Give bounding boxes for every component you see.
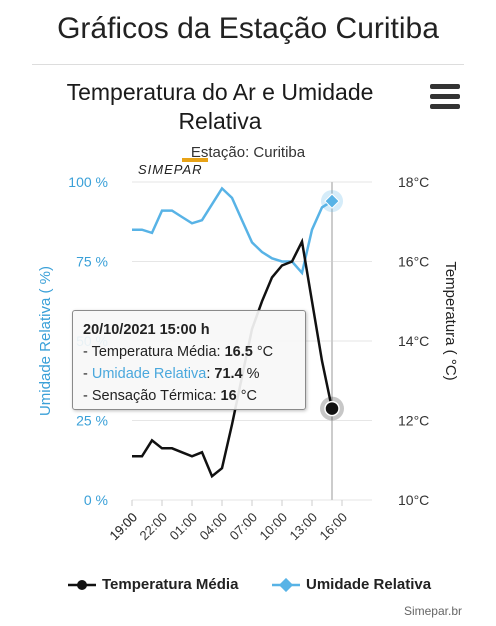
chart-subtitle: Estação: Curitiba <box>190 144 306 161</box>
x-tick-label: 22:00 <box>137 510 171 544</box>
x-tick-label: 16:00 <box>317 510 351 544</box>
y-axis-right-label: Temperatura ( °C) <box>442 261 459 380</box>
tooltip-temp-label: - Temperatura Média: <box>83 344 225 360</box>
svg-text:SIMEPAR: SIMEPAR <box>138 162 203 176</box>
x-tick-label: 04:00 <box>197 510 231 544</box>
legend-item-temperature[interactable]: Temperatura Média <box>68 576 238 593</box>
tooltip-hum-unit: % <box>242 366 260 382</box>
humidity-series-line[interactable] <box>132 186 333 276</box>
tooltip-temp-unit: °C <box>252 344 274 360</box>
y-left-tick-label: 75 % <box>76 254 108 270</box>
legend-temperature-label: Temperatura Média <box>102 576 239 593</box>
temperature-point[interactable] <box>324 400 340 417</box>
legend-item-humidity[interactable]: Umidade Relativa <box>272 576 431 593</box>
x-tick-label: 13:00 <box>287 510 321 544</box>
x-tick-label: 01:00 <box>167 510 201 544</box>
tooltip-feel: - Sensação Térmica: 16 °C <box>83 385 295 407</box>
legend-temperature-marker-icon <box>68 579 96 590</box>
y-left-tick-label: 25 % <box>76 413 108 429</box>
header-divider <box>32 64 464 65</box>
x-tick-label: 19:00 <box>107 510 141 544</box>
simepar-logo: SIMEPAR <box>138 158 208 176</box>
tooltip-feel-value: 16 <box>220 388 237 404</box>
chart-title: Temperatura do Ar e Umidade Relativa <box>66 79 374 134</box>
tooltip-humidity: - Umidade Relativa: 71.4 % <box>83 363 295 385</box>
chart-legend: Temperatura Média Umidade Relativa <box>60 576 440 598</box>
tooltip-feel-label: - Sensação Térmica: <box>83 388 221 404</box>
temperature-series-line[interactable] <box>132 237 334 479</box>
tooltip-temperature: - Temperatura Média: 16.5 °C <box>83 341 295 363</box>
y-right-tick-label: 18°C <box>398 174 429 190</box>
tooltip-temp-value: 16.5 <box>224 344 253 360</box>
tooltip-feel-unit: °C <box>236 388 257 404</box>
legend-humidity-marker-icon <box>272 577 300 592</box>
x-tick-label: 07:00 <box>227 510 261 544</box>
y-left-tick-label: 0 % <box>84 492 108 508</box>
page-title: Gráficos da Estação Curitiba <box>57 12 439 45</box>
credit-link[interactable]: Simepar.br <box>403 604 462 618</box>
y-right-tick-label: 14°C <box>398 333 429 349</box>
tooltip-hum-prefix: - <box>83 366 92 382</box>
y-axis-left-label: Umidade Relativa ( %) <box>37 266 54 416</box>
x-tick-label: 10:00 <box>257 510 291 544</box>
y-left-tick-label: 100 % <box>68 174 108 190</box>
y-right-tick-label: 10°C <box>398 492 429 508</box>
y-right-tick-label: 16°C <box>398 254 429 270</box>
tooltip-date: 20/10/2021 15:00 h <box>83 322 210 338</box>
data-tooltip: 20/10/2021 15:00 h - Temperatura Média: … <box>72 310 306 410</box>
tooltip-hum-value: 71.4 <box>214 366 243 382</box>
y-right-tick-label: 12°C <box>398 413 429 429</box>
page-header: Gráficos da Estação Curitiba <box>0 0 496 66</box>
humidity-point[interactable] <box>324 193 340 209</box>
hamburger-menu-icon[interactable] <box>430 84 460 110</box>
tooltip-hum-label: Umidade Relativa <box>91 366 207 382</box>
legend-humidity-label: Umidade Relativa <box>306 576 432 593</box>
tooltip-hum-sep: : <box>206 366 215 382</box>
